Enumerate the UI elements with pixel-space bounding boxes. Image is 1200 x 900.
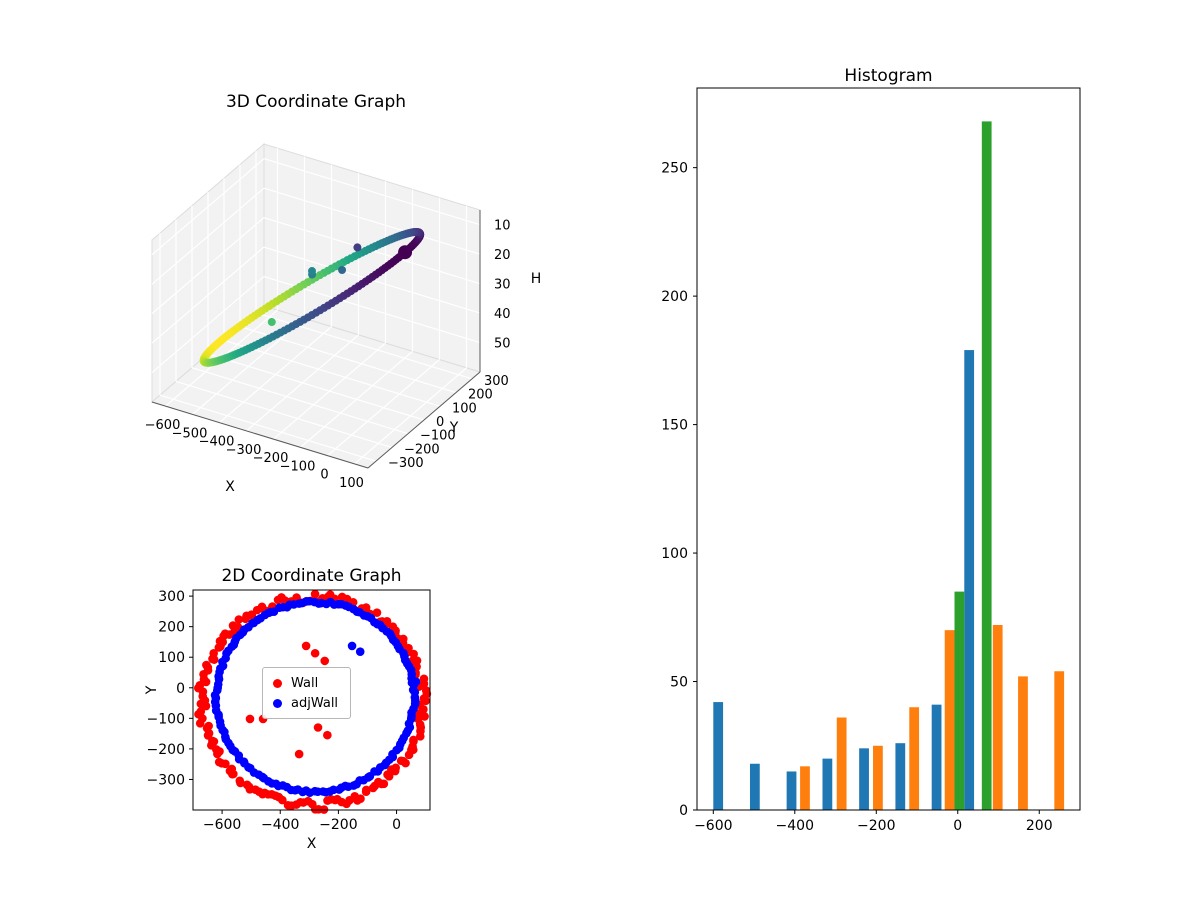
z-tick-label: 40: [494, 307, 511, 322]
x-tick-label: −200: [857, 818, 895, 834]
x-tick-label: −300: [226, 443, 262, 458]
x-tick-label: −600: [145, 418, 181, 433]
legend-entry-adjwall: adjWall: [273, 693, 338, 713]
x-tick-label: −200: [253, 451, 289, 466]
adjwall-marker-icon: [273, 698, 282, 708]
plot2d-xaxis-label: X: [306, 836, 317, 852]
x-tick-label: −400: [199, 435, 235, 450]
y-tick-label: 50: [670, 675, 688, 691]
x-tick-label: 0: [320, 468, 328, 483]
y-axis-label: Y: [449, 420, 459, 436]
subplot-histogram: −600 −400 −200 0 200 0 50 100 150 200 250: [661, 87, 1081, 834]
histogram-title: Histogram: [844, 66, 933, 86]
y-tick-label: 300: [484, 374, 509, 389]
x-tick-label: −400: [261, 817, 299, 833]
x-tick-label: 0: [953, 818, 962, 834]
adjwall-label: adjWall: [291, 695, 339, 711]
y-tick-label: −100: [420, 429, 456, 444]
legend: Wall adjWall: [262, 667, 352, 719]
grid-line: [191, 367, 409, 435]
series-adjWall: [210, 596, 421, 798]
plot2d-yaxis-label: Y: [144, 685, 160, 695]
trajectory-start-point: [398, 245, 413, 260]
y-tick-label: 150: [661, 418, 688, 434]
grid-line: [263, 158, 481, 226]
subplot-3d: −600−500−400−300−200−10001003002001000−1…: [145, 142, 542, 495]
y-tick-label: 300: [158, 589, 185, 605]
axis-spine: [367, 371, 481, 469]
x-tick-label: −400: [776, 818, 814, 834]
y-tick-label: 200: [661, 289, 688, 305]
wall-label: Wall: [291, 675, 319, 691]
x-tick-label: −600: [203, 817, 241, 833]
grid-line: [159, 394, 377, 462]
x-axis-label: X: [225, 479, 235, 495]
y-tick-label: 100: [158, 650, 185, 666]
histogram-axes-box: [696, 87, 1081, 811]
x-tick-label: 100: [339, 476, 364, 491]
series-Wall: [194, 589, 432, 814]
bars-blue: [713, 350, 975, 810]
grid-line: [223, 339, 441, 407]
y-tick-label: 100: [452, 401, 477, 416]
y-tick-label: −300: [147, 772, 185, 788]
trajectory-points: [199, 227, 425, 367]
y-tick-label: 100: [661, 546, 688, 562]
x-tick-label: −600: [694, 818, 732, 834]
axis-spine: [151, 401, 369, 469]
y-tick-label: 250: [661, 161, 688, 177]
bars-green: [954, 121, 992, 810]
z-tick-label: 50: [494, 337, 511, 352]
y-tick-label: 0: [176, 681, 185, 697]
subplot-2d: −600 −400 −200 0 300 200 100 0 −100 −200 −300: [147, 589, 432, 833]
x-tick-label: −100: [280, 459, 316, 474]
y-tick-label: −300: [388, 456, 424, 471]
z-axis-label: H: [531, 271, 542, 287]
x-tick-label: −200: [319, 817, 357, 833]
bars-orange: [800, 625, 1065, 810]
plot2d-title: 2D Coordinate Graph: [221, 566, 402, 586]
y-tick-label: −100: [147, 711, 185, 727]
plot2d-axes-box: [192, 589, 431, 811]
y-tick-label: 0: [679, 803, 688, 819]
y-tick-label: 200: [158, 620, 185, 636]
grid-line: [207, 353, 425, 421]
wall-marker-icon: [273, 678, 282, 688]
y-tick-label: −200: [147, 742, 185, 758]
plot3d-title: 3D Coordinate Graph: [225, 92, 407, 112]
z-tick-label: 10: [494, 219, 511, 234]
x-tick-label: 0: [392, 817, 401, 833]
y-tick-label: 0: [436, 415, 444, 430]
grid-line: [175, 380, 393, 449]
x-tick-label: 200: [1026, 818, 1053, 834]
y-tick-label: −200: [404, 442, 440, 457]
grid-line: [263, 187, 481, 255]
z-tick-label: 20: [494, 248, 511, 263]
x-tick-label: −500: [172, 426, 208, 441]
z-tick-label: 30: [494, 278, 511, 293]
y-tick-label: 200: [468, 388, 493, 403]
legend-entry-wall: Wall: [273, 673, 338, 693]
